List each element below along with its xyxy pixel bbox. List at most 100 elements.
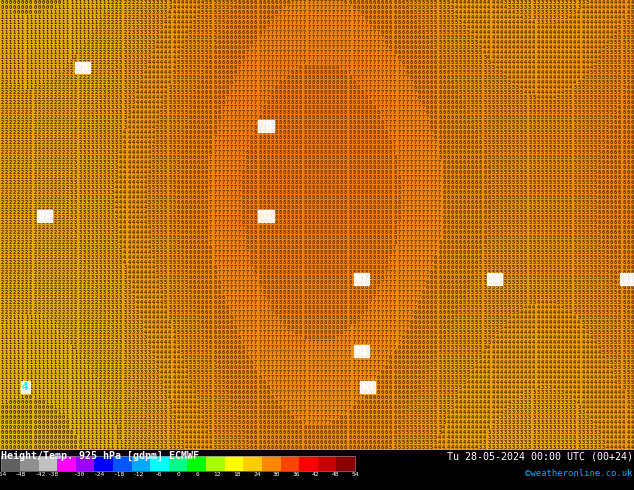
Text: 4: 4 xyxy=(201,0,204,5)
Text: 8: 8 xyxy=(320,175,323,180)
Text: 5: 5 xyxy=(590,200,593,205)
Text: 6: 6 xyxy=(602,215,605,220)
Text: 7: 7 xyxy=(385,295,388,300)
Text: 4: 4 xyxy=(176,370,179,375)
Text: 3: 3 xyxy=(111,100,114,105)
Text: 2: 2 xyxy=(70,65,73,70)
Text: 4: 4 xyxy=(524,20,527,25)
Text: 5: 5 xyxy=(581,80,585,85)
Text: 5: 5 xyxy=(598,80,601,85)
Text: 4: 4 xyxy=(581,370,585,375)
Text: 1: 1 xyxy=(46,390,49,395)
Text: 2: 2 xyxy=(49,110,53,115)
Text: 6: 6 xyxy=(488,190,490,195)
Text: 5: 5 xyxy=(148,205,151,210)
Text: 7: 7 xyxy=(385,355,388,360)
Text: 4: 4 xyxy=(148,135,151,140)
Text: 2: 2 xyxy=(62,220,65,225)
Text: 7: 7 xyxy=(356,60,359,65)
Text: 6: 6 xyxy=(197,245,200,250)
Text: 1: 1 xyxy=(17,50,20,55)
Text: 1: 1 xyxy=(54,10,57,15)
Text: 8: 8 xyxy=(348,170,351,175)
Text: 7: 7 xyxy=(283,45,286,50)
Text: 4: 4 xyxy=(569,355,572,360)
Text: 4: 4 xyxy=(463,445,466,450)
Text: 3: 3 xyxy=(107,85,110,90)
Text: 5: 5 xyxy=(168,185,171,190)
Text: 6: 6 xyxy=(385,415,388,420)
Text: 6: 6 xyxy=(479,145,482,150)
Text: 7: 7 xyxy=(254,315,257,320)
Text: 4: 4 xyxy=(536,350,540,355)
Text: 2: 2 xyxy=(74,325,77,330)
Text: 5: 5 xyxy=(201,15,204,20)
Text: 7: 7 xyxy=(422,250,425,255)
Text: 2: 2 xyxy=(37,245,41,250)
Text: 5: 5 xyxy=(172,270,176,275)
Text: 7: 7 xyxy=(381,280,384,285)
Text: 8: 8 xyxy=(361,300,363,305)
Text: 5: 5 xyxy=(475,55,478,60)
Bar xyxy=(132,456,150,471)
Text: 2: 2 xyxy=(13,220,16,225)
Text: 4: 4 xyxy=(577,55,580,60)
Text: 5: 5 xyxy=(590,285,593,290)
Text: 4: 4 xyxy=(123,210,126,215)
Text: 7: 7 xyxy=(258,315,261,320)
Text: 6: 6 xyxy=(602,185,605,190)
Text: 4: 4 xyxy=(136,150,139,155)
Text: 4: 4 xyxy=(168,25,171,30)
Text: 5: 5 xyxy=(495,325,498,330)
Text: 2: 2 xyxy=(66,165,69,170)
Text: 7: 7 xyxy=(230,300,233,305)
Text: 1: 1 xyxy=(13,385,16,390)
Text: 5: 5 xyxy=(156,200,159,205)
Text: 4: 4 xyxy=(565,315,568,320)
Text: 2: 2 xyxy=(46,160,49,165)
Text: 5: 5 xyxy=(458,35,462,40)
Text: 5: 5 xyxy=(438,390,441,395)
Text: 6: 6 xyxy=(209,90,212,95)
Text: 1: 1 xyxy=(54,365,57,370)
Text: 1: 1 xyxy=(21,365,24,370)
Text: 1: 1 xyxy=(78,390,81,395)
Text: 5: 5 xyxy=(491,320,495,325)
Text: 0: 0 xyxy=(29,430,32,435)
Text: 8: 8 xyxy=(323,175,327,180)
Text: 5: 5 xyxy=(488,260,490,265)
Text: 2: 2 xyxy=(62,155,65,160)
Text: 8: 8 xyxy=(295,75,298,80)
Text: 4: 4 xyxy=(168,60,171,65)
Text: 5: 5 xyxy=(422,435,425,440)
Text: 2: 2 xyxy=(78,305,81,310)
Text: 3: 3 xyxy=(119,330,122,335)
Text: 6: 6 xyxy=(450,245,453,250)
Text: 5: 5 xyxy=(458,85,462,90)
Text: 7: 7 xyxy=(275,380,278,385)
Text: 6: 6 xyxy=(307,435,311,440)
Text: 4: 4 xyxy=(139,310,143,315)
Text: 3: 3 xyxy=(107,125,110,130)
Text: 6: 6 xyxy=(606,220,609,225)
Text: 3: 3 xyxy=(508,420,511,425)
Text: 4: 4 xyxy=(508,370,511,375)
Text: 2: 2 xyxy=(99,75,102,80)
Text: 5: 5 xyxy=(172,225,176,230)
Text: 6: 6 xyxy=(475,205,478,210)
Text: 6: 6 xyxy=(381,370,384,375)
Text: 6: 6 xyxy=(438,260,441,265)
Text: 7: 7 xyxy=(401,240,404,245)
Text: 5: 5 xyxy=(520,220,523,225)
Text: 7: 7 xyxy=(258,335,261,340)
Text: 5: 5 xyxy=(585,190,588,195)
Text: 7: 7 xyxy=(254,70,257,75)
Text: 5: 5 xyxy=(184,315,188,320)
Text: 6: 6 xyxy=(438,255,441,260)
Text: 2: 2 xyxy=(58,200,61,205)
Text: 6: 6 xyxy=(340,445,343,450)
Text: 4: 4 xyxy=(495,350,498,355)
Text: 1: 1 xyxy=(103,445,106,450)
Text: 8: 8 xyxy=(303,270,306,275)
Text: 4: 4 xyxy=(172,335,176,340)
